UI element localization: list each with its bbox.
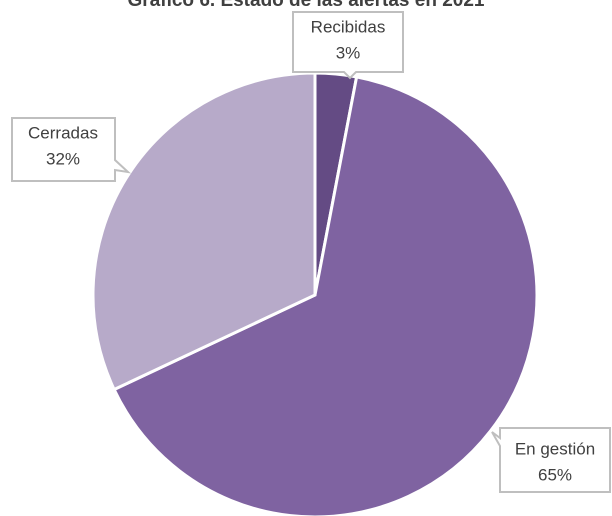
value-label: 32% bbox=[46, 149, 80, 168]
value-label: 65% bbox=[538, 465, 572, 484]
callout-box bbox=[491, 427, 611, 493]
callout-box bbox=[11, 117, 132, 182]
pie-slice bbox=[112, 75, 539, 516]
pie bbox=[91, 71, 539, 516]
value-label: 3% bbox=[336, 43, 361, 62]
slice-label: Recibidas bbox=[311, 17, 386, 36]
pie-slice bbox=[91, 71, 317, 392]
callout-box bbox=[292, 11, 404, 80]
slice-label: En gestión bbox=[515, 439, 595, 458]
callouts bbox=[11, 11, 611, 493]
slice-label: Cerradas bbox=[28, 123, 98, 142]
chart-title: Gráfico 6. Estado de las alertas en 2021 bbox=[128, 0, 485, 11]
